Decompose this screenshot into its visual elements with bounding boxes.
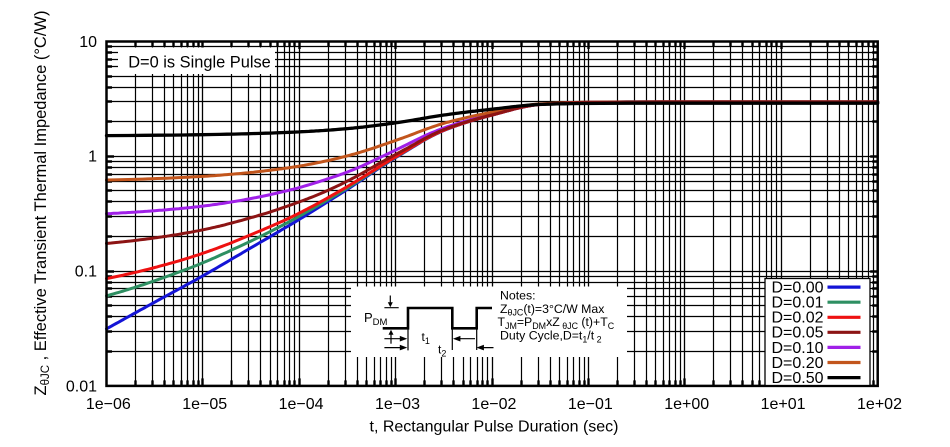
svg-text:D=0.02: D=0.02 <box>772 310 824 327</box>
svg-text:1e+00: 1e+00 <box>664 396 709 413</box>
svg-text:TJM=PDMxZ θJC (t)+TC: TJM=PDMxZ θJC (t)+TC <box>498 315 615 331</box>
svg-text:D=0.10: D=0.10 <box>772 340 824 357</box>
svg-text:D=0.05: D=0.05 <box>772 325 824 342</box>
svg-text:ZθJC , Effective Transient The: ZθJC , Effective Transient Thermal Imped… <box>32 11 52 396</box>
svg-text:0.1: 0.1 <box>75 263 97 280</box>
svg-text:t, Rectangular Pulse Duration: t, Rectangular Pulse Duration (sec) <box>370 419 619 436</box>
svg-text:t2: t2 <box>438 343 446 359</box>
svg-text:t1: t1 <box>422 330 430 346</box>
svg-text:0.01: 0.01 <box>66 378 97 395</box>
svg-text:D=0.00: D=0.00 <box>772 280 824 297</box>
svg-text:10: 10 <box>79 34 97 51</box>
svg-text:1e+01: 1e+01 <box>761 396 806 413</box>
svg-text:1e+02: 1e+02 <box>857 396 902 413</box>
svg-text:1e−04: 1e−04 <box>279 396 324 413</box>
svg-text:Notes:: Notes: <box>500 289 536 303</box>
svg-text:1e−05: 1e−05 <box>182 396 227 413</box>
svg-text:1e−06: 1e−06 <box>86 396 131 413</box>
svg-text:D=0.50: D=0.50 <box>772 370 824 387</box>
svg-text:1e−03: 1e−03 <box>375 396 420 413</box>
svg-text:D=0 is Single Pulse: D=0 is Single Pulse <box>128 54 271 72</box>
svg-text:D=0.01: D=0.01 <box>772 295 824 312</box>
svg-text:Duty Cycle,D=t1/t 2: Duty Cycle,D=t1/t 2 <box>500 329 602 345</box>
svg-text:1: 1 <box>88 149 97 166</box>
svg-text:D=0.20: D=0.20 <box>772 355 824 372</box>
svg-text:ZθJC(t)=3°C/W Max: ZθJC(t)=3°C/W Max <box>500 302 605 318</box>
svg-text:1e−01: 1e−01 <box>568 396 613 413</box>
svg-text:1e−02: 1e−02 <box>471 396 516 413</box>
